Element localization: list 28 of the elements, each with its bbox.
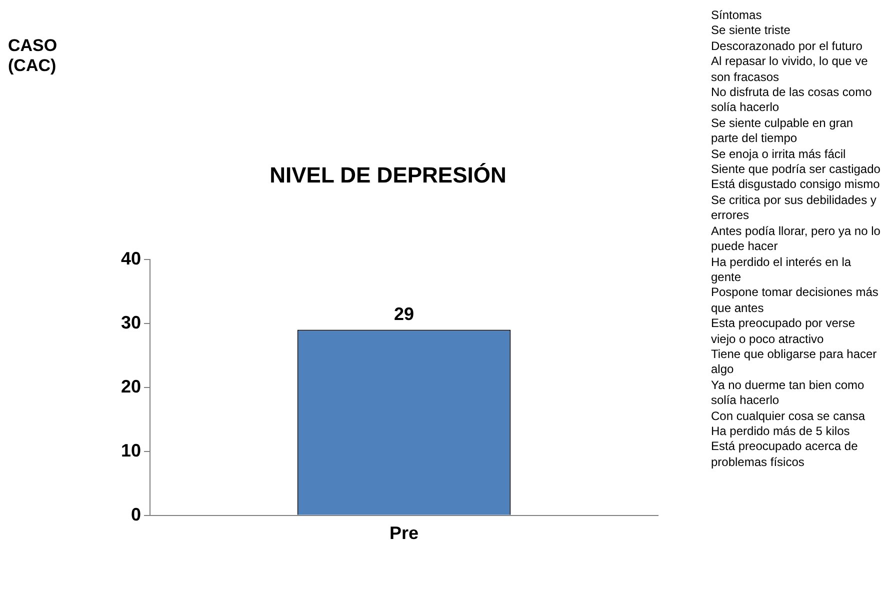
data-label: 29	[394, 304, 414, 324]
text: Pospone tomar decisiones más que antes	[711, 285, 880, 316]
y-tick-label: 30	[120, 312, 142, 332]
text: Ha perdido el interés en la gente	[711, 254, 852, 286]
text: Antes podía llorar, pero ya no lo puede hacer	[711, 224, 882, 254]
text: CASO (CAC)	[8, 36, 58, 76]
text: Tiene que obligarse para hacer algo	[711, 346, 878, 378]
text: Se enoja o irrita más fácil	[711, 146, 847, 162]
y-tick-label: 0	[131, 504, 142, 524]
text: Esta preocupado por verse viejo o poco atractivo	[711, 316, 856, 347]
text: Está preocupado acerca de problemas físicos	[711, 439, 859, 470]
y-tick-label: 20	[120, 376, 142, 396]
text: Con cualquier cosa se cansa	[711, 408, 866, 424]
text: Síntomas	[711, 8, 763, 24]
text: Está disgustado consigo mismo	[711, 177, 881, 193]
chart-title: NIVEL DE DEPRESIÓN	[270, 162, 506, 188]
text: Ya no duerme tan bien como solía hacerlo	[711, 378, 866, 409]
y-tick-label: 10	[120, 440, 142, 460]
y-tick-label: 40	[120, 248, 142, 268]
text: Se siente triste	[711, 23, 792, 39]
text: Descorazonado por el futuro	[711, 38, 864, 54]
text: Se critica por sus debilidades y errores	[711, 192, 878, 224]
text: Ha perdido más de 5 kilos	[711, 424, 851, 440]
text: Se siente culpable en gran parte del tiempo	[711, 116, 854, 147]
x-tick-label: Pre	[389, 523, 419, 544]
text: No disfruta de las cosas como solía hacerlo	[711, 85, 873, 116]
text: Al repasar lo vivido, lo que ve son fracasos	[711, 54, 869, 86]
text: Siente que podría ser castigado	[711, 162, 882, 178]
